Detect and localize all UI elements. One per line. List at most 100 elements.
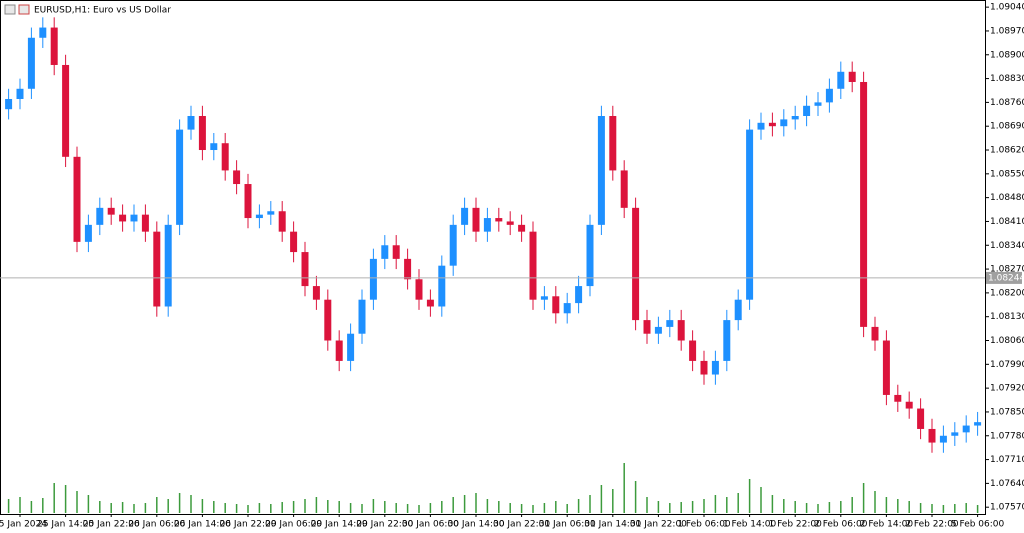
- x-tick-label: 31 Jan 06:00: [539, 520, 596, 530]
- candle-body: [871, 326, 879, 341]
- candle-body: [164, 224, 172, 307]
- chart-title: EURUSD,H1: Euro vs US Dollar: [34, 6, 171, 16]
- y-tick-label: 1.07710: [990, 455, 1024, 465]
- y-tick-label: 1.07990: [990, 360, 1024, 370]
- y-tick-label: 1.08060: [990, 336, 1024, 346]
- y-tick-label: 1.07920: [990, 384, 1024, 394]
- y-tick-label: 1.08830: [990, 74, 1024, 84]
- candle-body: [62, 64, 70, 157]
- y-tick-label: 1.08620: [990, 146, 1024, 156]
- candle-body: [369, 258, 377, 300]
- candle-body: [825, 88, 833, 103]
- candle-body: [734, 299, 742, 321]
- candle-body: [723, 320, 731, 361]
- candle-body: [689, 340, 697, 361]
- candle-body: [643, 320, 651, 334]
- candle-body: [917, 408, 925, 429]
- y-tick-label: 1.08130: [990, 312, 1024, 322]
- candle-body: [301, 252, 309, 287]
- candle-body: [894, 394, 902, 402]
- candle-body: [620, 170, 628, 208]
- candle-body: [461, 207, 469, 225]
- candle-body: [233, 170, 241, 185]
- current-price-box: [986, 271, 1022, 284]
- candle-body: [404, 258, 412, 280]
- candle-body: [210, 143, 218, 151]
- y-tick-label: 1.08410: [990, 217, 1024, 227]
- x-tick-label: 25 Jan 22:00: [83, 520, 140, 530]
- x-tick-label: 31 Jan 22:00: [630, 520, 687, 530]
- candle-body: [700, 360, 708, 375]
- candle-body: [335, 340, 343, 361]
- y-tick-label: 1.07780: [990, 431, 1024, 441]
- candle-body: [27, 37, 35, 89]
- candle-body: [860, 81, 868, 327]
- candle-body: [324, 299, 332, 341]
- x-tick-label: 30 Jan 22:00: [493, 520, 550, 530]
- candle-body: [768, 122, 776, 127]
- candle-body: [666, 320, 674, 327]
- x-tick-label: 25 Jan 14:00: [37, 520, 94, 530]
- plot-frame: [0, 0, 986, 515]
- candle-body: [187, 115, 195, 130]
- y-tick-label: 1.08270: [990, 265, 1024, 275]
- candle-body: [426, 299, 434, 307]
- icon: [4, 4, 16, 15]
- y-tick-label: 1.08480: [990, 193, 1024, 203]
- candle-body: [814, 102, 822, 106]
- x-tick-label: 26 Jan 06:00: [128, 520, 185, 530]
- x-tick-label: 2 Feb 22:00: [905, 520, 959, 530]
- x-tick-label: 1 Feb 14:00: [723, 520, 777, 530]
- candle-body: [392, 245, 400, 259]
- candle-body: [928, 428, 936, 443]
- candle-body: [757, 122, 765, 130]
- candle-body: [882, 340, 890, 395]
- candle-body: [586, 224, 594, 287]
- x-tick-label: 31 Jan 14:00: [584, 520, 641, 530]
- candle-body: [780, 119, 788, 127]
- candle-body: [711, 360, 719, 375]
- candle-body: [552, 296, 560, 314]
- candle-body: [540, 296, 548, 300]
- candle-body: [221, 143, 229, 171]
- x-tick-label: 25 Jan 2024: [0, 520, 47, 530]
- x-tick-label: 1 Feb 06:00: [677, 520, 731, 530]
- candle-body: [50, 27, 58, 65]
- candle-body: [39, 27, 47, 38]
- x-tick-label: 30 Jan 14:00: [448, 520, 505, 530]
- y-tick-label: 1.07850: [990, 407, 1024, 417]
- candle-body: [563, 303, 571, 314]
- candle-body: [438, 265, 446, 307]
- candle-body: [198, 115, 206, 151]
- candle-body: [677, 320, 685, 341]
- candle-body: [255, 214, 263, 219]
- x-tick-label: 5 Feb 06:00: [951, 520, 1005, 530]
- x-tick-label: 29 Jan 06:00: [265, 520, 322, 530]
- y-tick-label: 1.08340: [990, 241, 1024, 251]
- candle-body: [848, 71, 856, 82]
- candle-body: [791, 115, 799, 120]
- icon: [18, 4, 30, 15]
- x-tick-label: 26 Jan 14:00: [174, 520, 231, 530]
- x-tick-label: 1 Feb 22:00: [769, 520, 823, 530]
- candle-body: [654, 326, 662, 334]
- current-price-label: 1.08244: [988, 273, 1024, 283]
- y-tick-label: 1.08900: [990, 50, 1024, 60]
- candle-body: [609, 115, 617, 171]
- candle-body: [153, 231, 161, 307]
- y-tick-label: 1.07570: [990, 503, 1024, 513]
- candle-body: [506, 221, 514, 225]
- y-tick-label: 1.07640: [990, 479, 1024, 489]
- candle-body: [803, 105, 811, 116]
- candle-body: [347, 333, 355, 361]
- candle-body: [529, 231, 537, 300]
- y-tick-label: 1.08200: [990, 288, 1024, 298]
- candle-body: [837, 71, 845, 89]
- candle-body: [119, 214, 127, 222]
- candle-body: [575, 286, 583, 304]
- x-tick-label: 2 Feb 14:00: [860, 520, 914, 530]
- x-tick-label: 26 Jan 22:00: [220, 520, 277, 530]
- candle-body: [267, 211, 275, 215]
